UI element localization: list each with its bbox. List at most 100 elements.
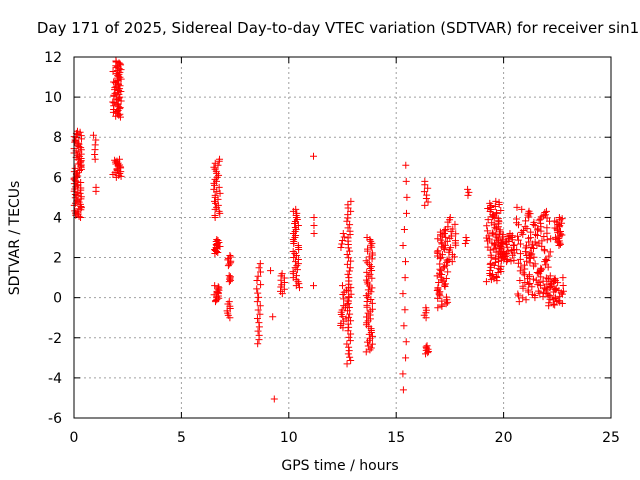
data-point [552,286,560,294]
data-point [496,244,504,252]
data-point [492,209,500,217]
data-point [278,270,286,278]
data-point [514,290,522,298]
data-point [364,272,372,280]
data-point [447,244,455,252]
data-point [422,343,430,351]
data-point [558,231,566,239]
data-point [402,354,410,362]
data-point [552,284,560,292]
data-point [254,306,262,314]
data-point [110,99,118,107]
data-point [495,254,503,262]
data-point [402,161,410,169]
data-point [226,273,234,281]
data-point [227,253,235,261]
data-point [310,282,318,290]
data-point [368,340,376,348]
data-point [551,294,559,302]
data-point [525,271,533,279]
data-point [524,286,532,294]
data-point [225,298,233,306]
data-point [257,281,265,289]
data-point [294,256,302,264]
data-point [559,274,567,282]
data-point [517,240,525,248]
data-point [368,299,376,307]
data-point [214,283,222,291]
data-point [362,348,370,356]
x-tick-label: 10 [280,430,298,446]
data-point [346,353,354,361]
data-point [488,229,496,237]
data-point [550,276,558,284]
data-point [255,293,263,301]
data-point [344,270,352,278]
data-point [494,215,502,223]
data-point [538,237,546,245]
data-point [399,242,407,250]
data-point [488,219,496,227]
data-point [507,257,515,265]
data-point [362,257,370,265]
data-point [442,275,450,283]
data-point [71,164,79,172]
x-tick-label: 15 [387,430,405,446]
x-axis-label: GPS time / hours [281,458,398,474]
data-point [492,273,500,281]
y-tick-label: 4 [53,210,62,226]
data-point [115,80,123,88]
data-point [345,333,353,341]
x-tick-label: 0 [70,430,79,446]
data-point [310,152,318,160]
data-point [532,230,540,238]
data-point [519,282,527,290]
data-point [440,281,448,289]
data-point [544,275,552,283]
y-tick-label: 8 [53,130,62,146]
data-point [343,300,351,308]
data-point [483,227,491,235]
data-point [294,221,302,229]
data-point [486,260,494,268]
data-point [452,230,460,238]
data-point [294,242,302,250]
data-point [210,291,218,299]
data-point [551,285,559,293]
data-point [344,224,352,232]
data-point [533,226,541,234]
data-point [111,156,119,164]
data-point [442,233,450,241]
data-point [340,295,348,303]
data-point [546,248,554,256]
data-point [504,248,512,256]
data-point [368,274,376,282]
data-point [522,217,530,225]
data-point [256,310,264,318]
data-point [91,141,99,149]
data-point [211,159,219,167]
data-point [462,234,470,241]
data-point [403,193,411,201]
data-point [445,255,453,263]
data-point [442,293,450,301]
data-point [253,285,261,293]
data-point [254,272,262,280]
data-point [364,280,372,288]
data-point [487,251,495,259]
plot-area-frame [73,56,612,419]
data-point [551,274,559,282]
data-point [518,205,526,213]
data-point [280,285,288,293]
data-point [514,259,522,267]
data-point [346,247,354,255]
data-point [498,240,506,248]
data-point [343,217,351,225]
data-point [542,207,550,215]
data-point [463,237,471,245]
data-point [339,229,347,237]
data-point [519,227,527,235]
data-point [545,252,553,260]
data-point [522,242,530,250]
data-point [403,209,411,217]
